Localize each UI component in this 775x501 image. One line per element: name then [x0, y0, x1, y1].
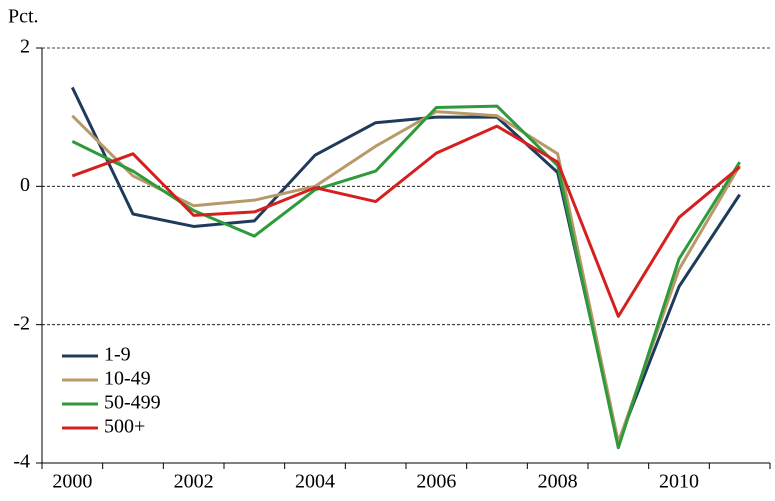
y-tick-label: -4	[13, 451, 30, 473]
legend-label: 500+	[104, 416, 145, 438]
y-tick-label: -2	[13, 312, 30, 334]
series-line	[71, 124, 741, 318]
y-tick-label: 2	[20, 36, 30, 58]
x-tick-label: 2000	[52, 471, 92, 493]
x-tick-label: 2008	[538, 471, 578, 493]
series-line	[71, 110, 741, 444]
legend-label: 50-499	[104, 392, 161, 414]
series-line	[71, 104, 741, 450]
legend-label: 10-49	[104, 368, 151, 390]
x-tick-label: 2010	[659, 471, 699, 493]
legend-label: 1-9	[104, 344, 131, 366]
x-tick-label: 2002	[174, 471, 214, 493]
y-tick-label: 0	[20, 174, 30, 196]
y-axis-label: Pct.	[8, 6, 39, 28]
x-tick-label: 2006	[416, 471, 456, 493]
x-tick-label: 2004	[295, 471, 335, 493]
